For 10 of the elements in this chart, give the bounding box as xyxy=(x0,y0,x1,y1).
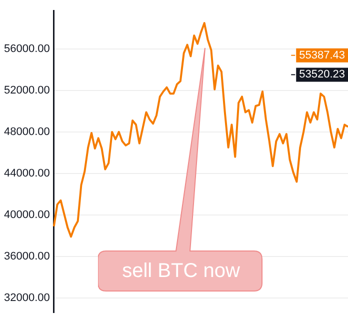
ref-line-label: 55387.43 xyxy=(299,49,346,62)
annotation: sell BTC now xyxy=(121,258,241,284)
y-tick-label: 32000.00 xyxy=(4,292,50,304)
y-tick-label: 48000.00 xyxy=(4,126,50,138)
y-tick-label: 56000.00 xyxy=(4,43,50,56)
y-tick-label: 36000.00 xyxy=(4,250,50,262)
y-tick-label: 44000.00 xyxy=(4,167,50,180)
y-tick-label: 40000.00 xyxy=(4,208,50,221)
ref-line-label: 53520.23 xyxy=(299,68,346,81)
y-tick-label: 52000.00 xyxy=(4,84,50,96)
